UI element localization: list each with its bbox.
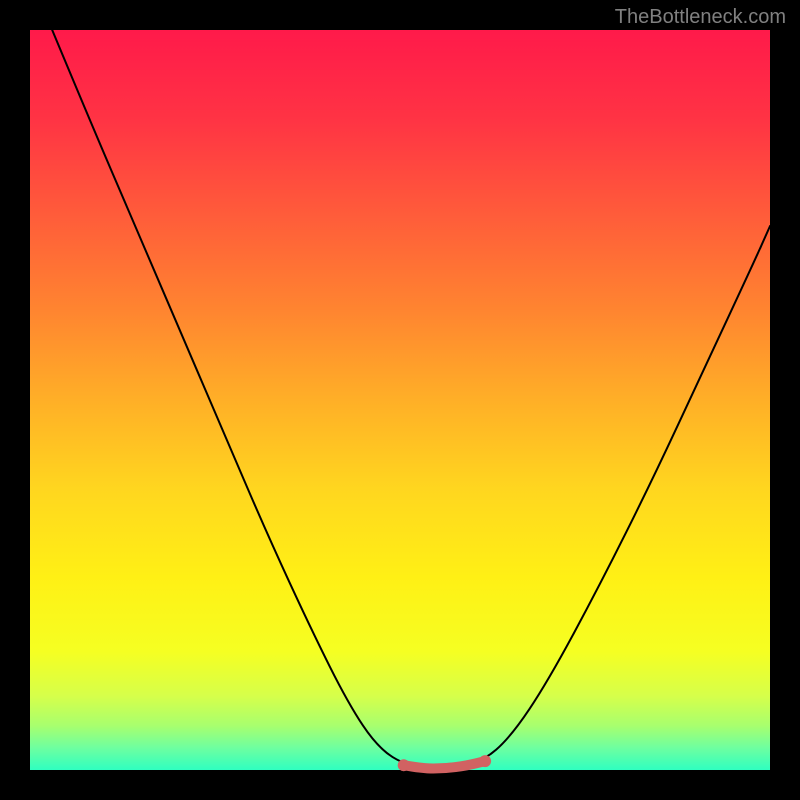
chart-container: TheBottleneck.com <box>0 0 800 800</box>
optimal-range-end-marker <box>479 755 491 767</box>
bottleneck-chart <box>0 0 800 800</box>
optimal-range-start-marker <box>398 759 410 771</box>
chart-gradient-background <box>30 30 770 770</box>
